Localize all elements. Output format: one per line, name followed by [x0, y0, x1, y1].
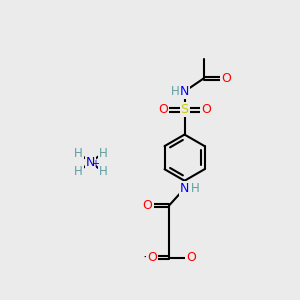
Text: S: S	[181, 103, 189, 116]
Text: H: H	[99, 146, 107, 160]
Text: H: H	[191, 182, 200, 195]
Text: N: N	[86, 156, 95, 169]
Text: O: O	[201, 103, 211, 116]
Text: O: O	[143, 199, 152, 212]
Text: H: H	[99, 165, 107, 178]
Text: O: O	[147, 251, 157, 264]
Text: O: O	[158, 103, 168, 116]
Text: H: H	[171, 85, 180, 98]
Text: O: O	[186, 251, 196, 264]
Text: N: N	[180, 85, 189, 98]
Text: -: -	[144, 251, 148, 265]
Text: O: O	[221, 72, 231, 85]
Text: +: +	[91, 159, 99, 169]
Text: H: H	[74, 146, 83, 160]
Text: N: N	[180, 182, 189, 195]
Text: H: H	[74, 165, 83, 178]
